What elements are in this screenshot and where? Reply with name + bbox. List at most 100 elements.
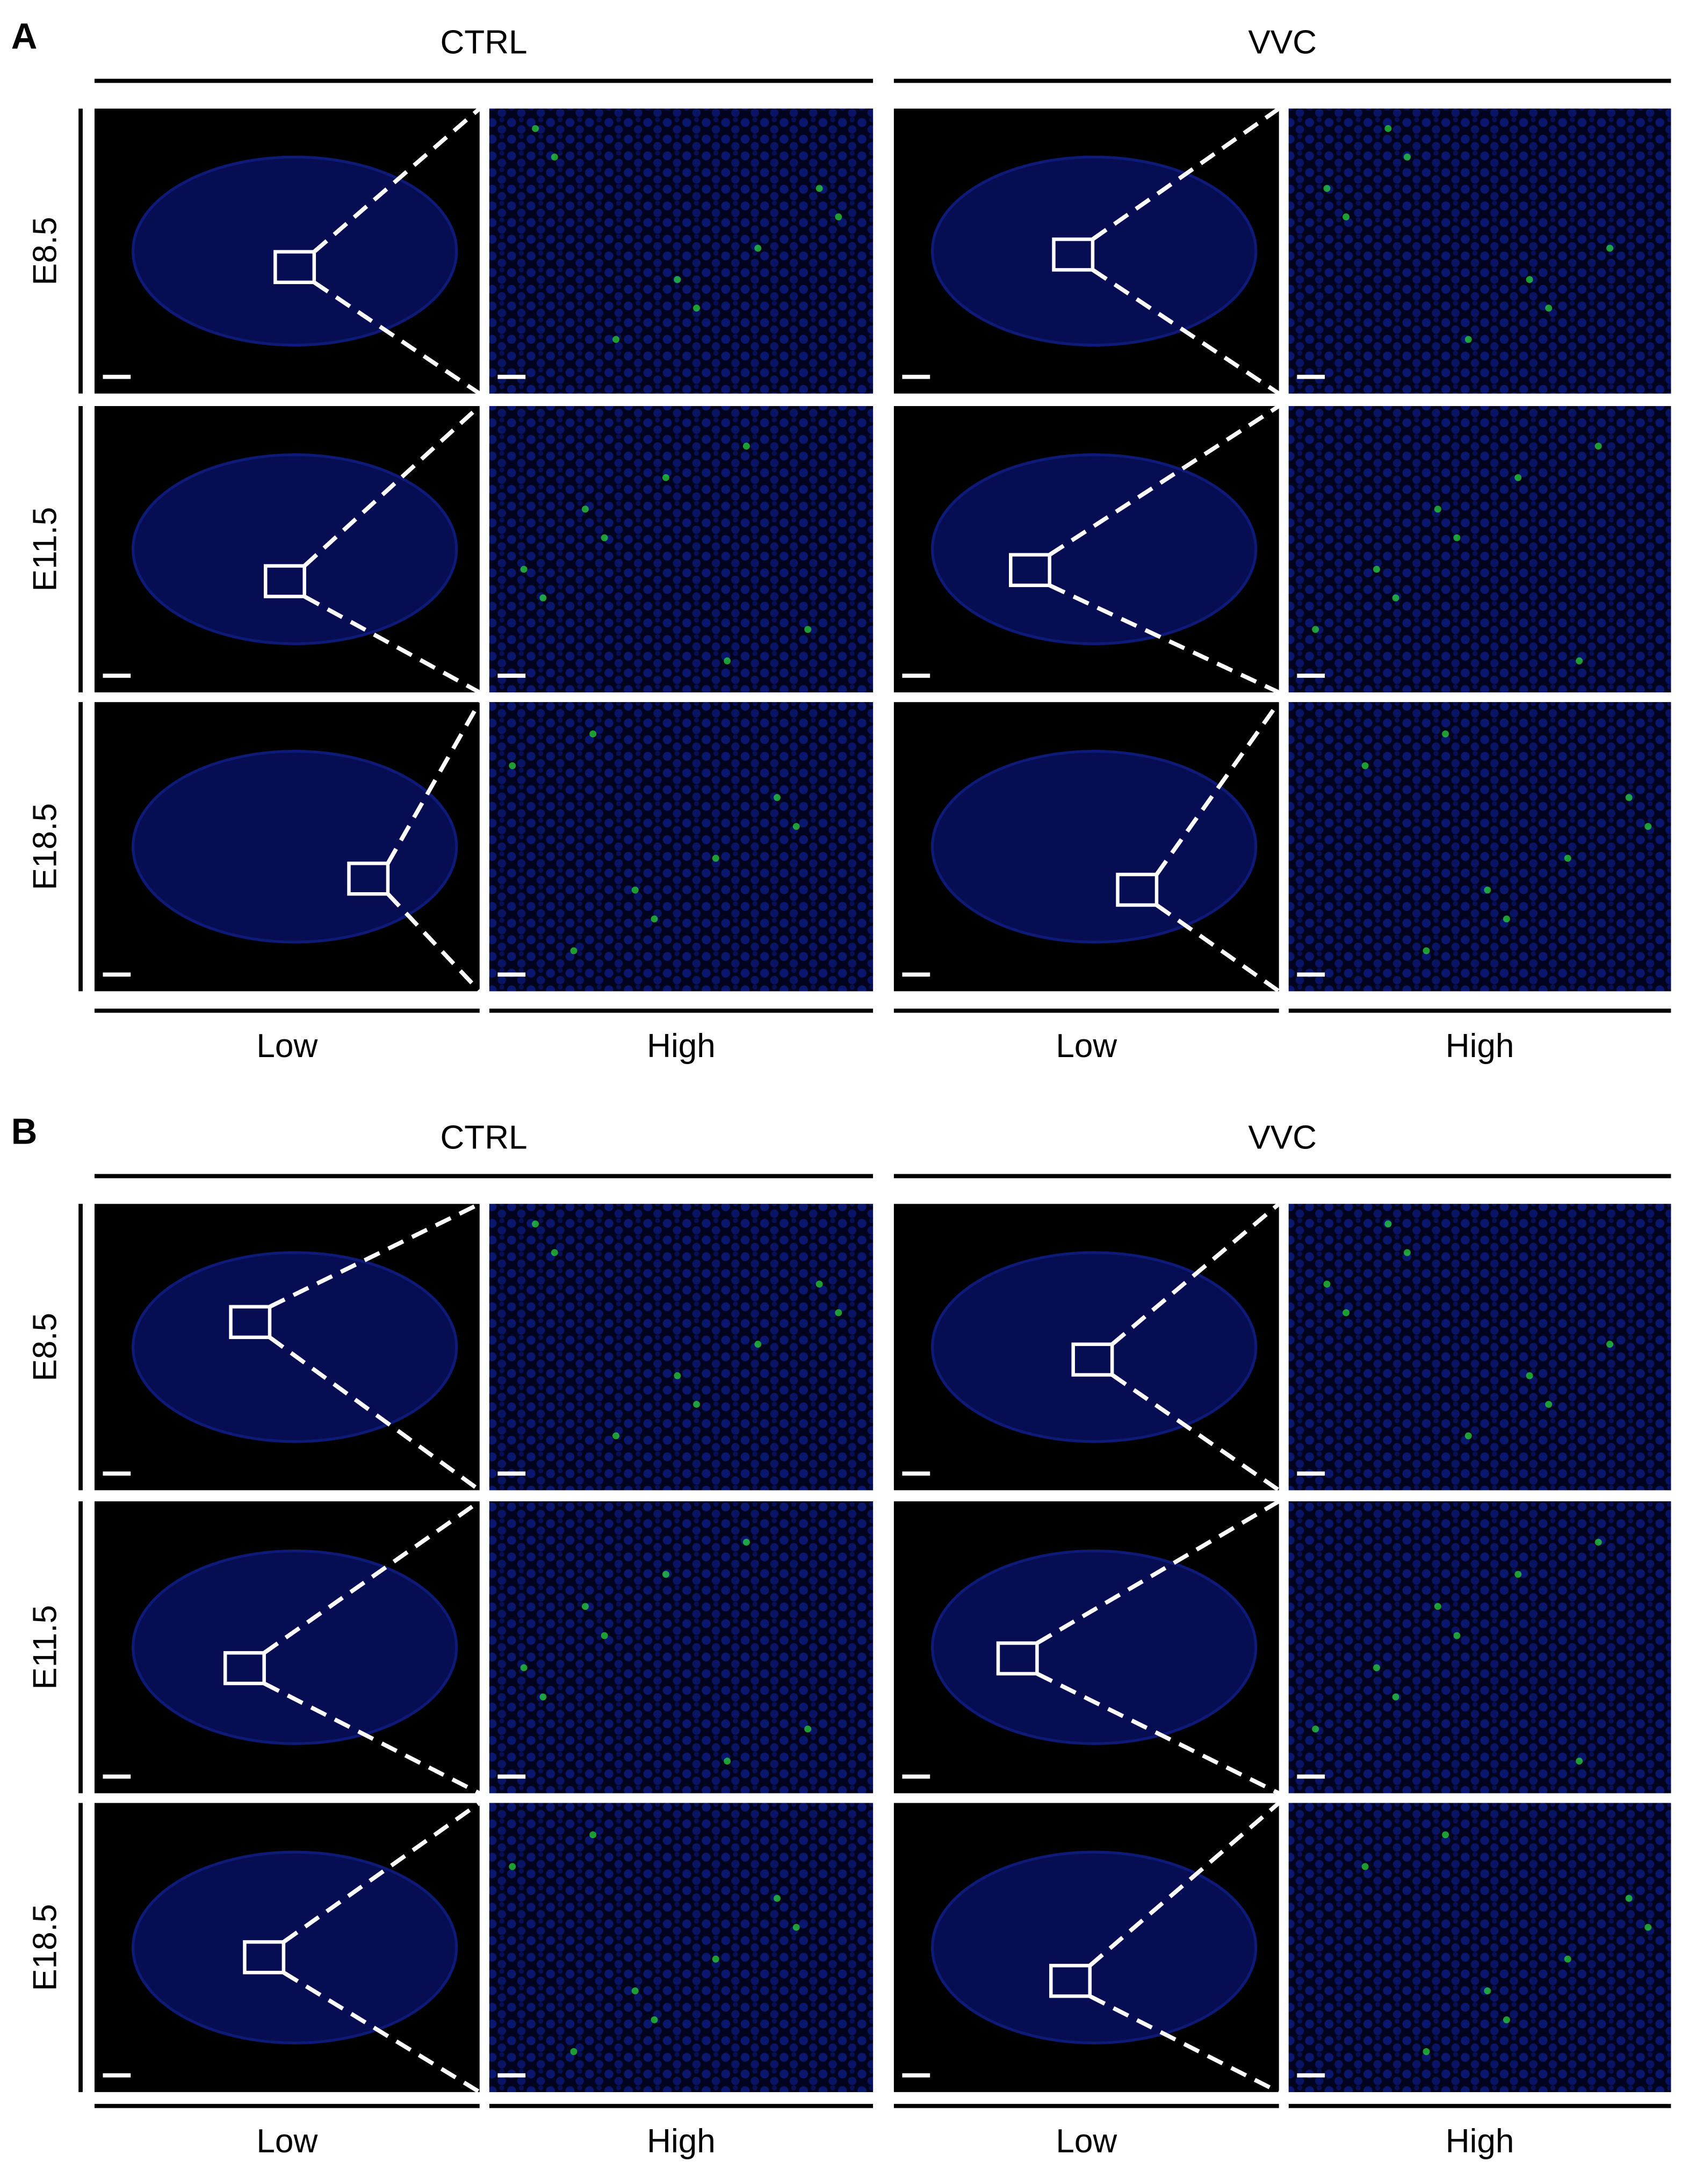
signal (1343, 213, 1350, 221)
signal (1503, 2016, 1510, 2023)
zoom-line (1049, 583, 1280, 695)
signal (520, 566, 528, 573)
signal (742, 443, 750, 450)
signal (651, 915, 658, 923)
zoom-box (229, 1305, 272, 1339)
signal (1392, 594, 1399, 602)
signal (1384, 1220, 1392, 1228)
signal (1606, 1341, 1614, 1348)
signal (1644, 1923, 1652, 1931)
zoom-line (268, 1335, 481, 1492)
column-label: High (647, 1028, 716, 1065)
zoom-box (1116, 872, 1159, 907)
tissue-cells (1288, 1501, 1671, 1794)
signal (1453, 1632, 1461, 1639)
signal (509, 1863, 516, 1870)
signal (1514, 1571, 1522, 1578)
signal (570, 947, 578, 954)
zoom-line (263, 1499, 481, 1655)
zoom-line (1091, 268, 1280, 395)
zoom-box (264, 564, 306, 598)
signal (1545, 1400, 1553, 1408)
signal (693, 1400, 701, 1408)
signal (1526, 276, 1533, 283)
signal (662, 1571, 669, 1578)
signal (1503, 915, 1510, 923)
signal (1564, 855, 1571, 862)
signal (1434, 505, 1441, 513)
signal (1373, 566, 1380, 573)
signal (509, 762, 516, 770)
zoom-box (996, 1641, 1039, 1676)
zoom-box (273, 250, 316, 284)
signal (532, 1220, 539, 1228)
tissue-cells (489, 1501, 874, 1794)
signal (1484, 1987, 1491, 1994)
signal (662, 474, 669, 481)
tissue-cells (1288, 406, 1671, 693)
zoom-box (1071, 1342, 1114, 1377)
row-label: E8.5 (26, 217, 63, 286)
zoom-line (1091, 107, 1280, 241)
signal (1442, 730, 1449, 737)
signal (601, 1632, 608, 1639)
zoom-line (282, 1801, 481, 1944)
zoom-line (1088, 1801, 1281, 1968)
signal (1384, 125, 1392, 132)
signal (589, 1831, 597, 1839)
zoom-line (1110, 1202, 1281, 1346)
zoom-line (386, 892, 481, 993)
zoom-box (223, 1651, 266, 1686)
signal (631, 1987, 639, 1994)
signal (1464, 336, 1472, 343)
signal (1594, 443, 1602, 450)
row-label: E11.5 (26, 1605, 63, 1690)
column-label: Low (256, 2123, 317, 2160)
tissue-cells (1288, 109, 1671, 394)
signal (1594, 1538, 1602, 1546)
zoom-box (1049, 1964, 1092, 1998)
column-label: High (647, 2123, 716, 2160)
tissue (132, 1850, 458, 2044)
signal (674, 1372, 681, 1379)
panel-label: A (11, 17, 38, 57)
row-label: E18.5 (26, 1904, 63, 1991)
signal (754, 244, 762, 252)
signal (712, 1955, 719, 1963)
tissue-cells (489, 406, 874, 693)
tissue-cells (489, 1204, 874, 1491)
signal (1625, 1894, 1633, 1902)
signal (1625, 794, 1633, 801)
signal (835, 213, 842, 221)
signal (1644, 823, 1652, 830)
tissue-cells (489, 702, 874, 992)
column-label: Low (256, 1028, 317, 1065)
tissue (132, 453, 458, 646)
signal (539, 1693, 547, 1701)
tissue-cells (489, 1803, 874, 2092)
signal (804, 626, 812, 633)
signal (1526, 1372, 1533, 1379)
signal (570, 2048, 578, 2055)
tissue (930, 1850, 1258, 2044)
tissue-cells (1288, 1204, 1671, 1491)
zoom-line (1089, 1994, 1280, 2094)
signal (815, 1281, 823, 1288)
zoom-line (303, 404, 481, 568)
signal (1564, 1955, 1571, 1963)
signal (1403, 1249, 1411, 1256)
signal (1453, 534, 1461, 541)
signal (551, 1249, 558, 1256)
signal (1423, 947, 1430, 954)
group-label: CTRL (440, 24, 527, 61)
signal (1545, 305, 1553, 312)
tissue-cells (1288, 1803, 1671, 2092)
column-label: High (1446, 2123, 1514, 2160)
zoom-line (1110, 1373, 1280, 1492)
signal (1514, 474, 1522, 481)
signal (1373, 1664, 1380, 1672)
signal (1606, 244, 1614, 252)
zoom-line (263, 1681, 481, 1795)
